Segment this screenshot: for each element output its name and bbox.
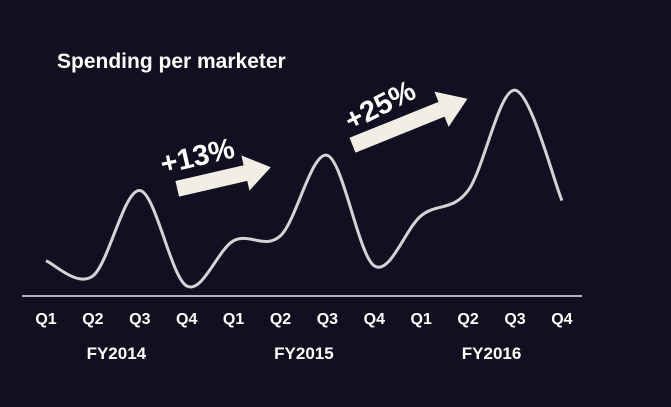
fiscal-year-label: FY2015 bbox=[274, 344, 334, 363]
x-tick-label: Q4 bbox=[176, 311, 197, 328]
x-tick-label: Q1 bbox=[411, 311, 432, 328]
arrow-annotation-2: +25% bbox=[340, 75, 468, 153]
up-right-arrow-icon bbox=[175, 155, 271, 197]
fiscal-year-label: FY2014 bbox=[87, 344, 147, 363]
x-tick-label: Q3 bbox=[317, 311, 338, 328]
arrow-annotation-1: +13% bbox=[157, 133, 271, 197]
chart-title: Spending per marketer bbox=[57, 50, 286, 73]
x-tick-label: Q4 bbox=[551, 311, 572, 328]
x-tick-label: Q2 bbox=[270, 311, 291, 328]
x-tick-label: Q4 bbox=[364, 311, 385, 328]
up-right-arrow-icon bbox=[349, 91, 468, 153]
x-tick-label: Q2 bbox=[82, 311, 103, 328]
x-tick-label: Q1 bbox=[35, 311, 56, 328]
series-line bbox=[45, 88, 564, 289]
fiscal-year-label: FY2016 bbox=[462, 344, 522, 363]
x-tick-label: Q3 bbox=[504, 311, 525, 328]
x-tick-label: Q2 bbox=[457, 311, 478, 328]
x-tick-label: Q1 bbox=[223, 311, 244, 328]
x-tick-label: Q3 bbox=[129, 311, 150, 328]
